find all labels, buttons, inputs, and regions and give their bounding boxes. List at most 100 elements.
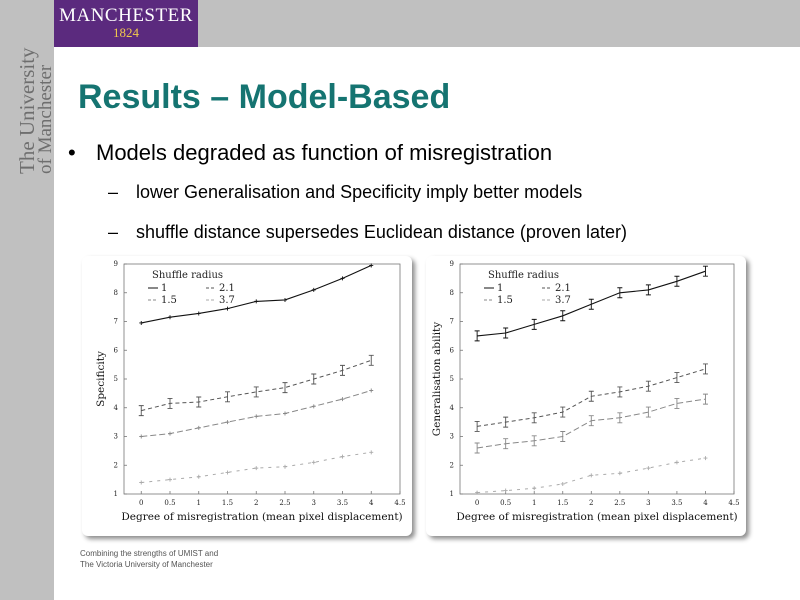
- data-point: [646, 466, 651, 471]
- x-tick-label: 0: [139, 499, 143, 507]
- x-tick-label: 0.5: [500, 499, 511, 507]
- legend-title: Shuffle radius: [152, 270, 223, 281]
- error-bar: [138, 405, 144, 417]
- x-tick-label: 3: [646, 499, 650, 507]
- data-point: [503, 488, 508, 493]
- legend-entry: 3.7: [219, 295, 235, 306]
- university-wordmark: The University of Manchester: [15, 44, 56, 174]
- y-tick-label: 7: [114, 318, 118, 326]
- x-tick-label: 3: [312, 499, 316, 507]
- error-bar: [253, 386, 259, 398]
- data-point: [311, 404, 316, 409]
- legend-title: Shuffle radius: [488, 270, 559, 281]
- legend-entry: 1: [161, 283, 167, 294]
- data-point: [560, 481, 565, 486]
- data-point: [254, 414, 259, 419]
- specificity-chart: 0 0.5 1 1.5 2 2.5 3 3.5 4 4.5 1 2 3 4 5 6 7 8 9 Shuffle rad…: [82, 256, 412, 536]
- error-bar: [617, 412, 623, 424]
- sub-bullet-text: shuffle distance supersedes Euclidean di…: [136, 222, 627, 242]
- series-line: [141, 451, 372, 483]
- data-point: [139, 434, 144, 439]
- error-bar: [196, 396, 202, 408]
- error-bar: [560, 310, 566, 322]
- x-tick-label: 2.5: [279, 499, 290, 507]
- legend-entry: 3.7: [555, 295, 571, 306]
- data-point: [283, 464, 287, 469]
- error-bar: [503, 416, 509, 428]
- data-point: [340, 276, 345, 281]
- error-bar: [702, 393, 708, 405]
- series-line: [141, 359, 372, 412]
- legend-entry: 1: [497, 283, 503, 294]
- footer-line1: Combining the strengths of UMIST and: [80, 549, 219, 558]
- x-tick-label: 4: [369, 499, 374, 507]
- data-point: [196, 474, 201, 479]
- data-point: [283, 297, 287, 302]
- series-line: [477, 457, 706, 494]
- footer: Combining the strengths of UMIST and The…: [80, 548, 218, 570]
- data-point: [311, 287, 316, 292]
- data-point: [369, 450, 374, 455]
- error-bar: [588, 415, 594, 427]
- error-bar: [474, 442, 480, 454]
- x-tick-label: 1.5: [557, 499, 568, 507]
- data-point: [617, 471, 622, 476]
- error-bar: [674, 397, 680, 409]
- error-bar: [645, 406, 651, 418]
- x-tick-label: 1: [532, 499, 536, 507]
- x-tick-label: 3.5: [337, 499, 348, 507]
- y-tick-label: 3: [450, 433, 454, 441]
- data-point: [283, 411, 287, 416]
- legend-entry: 2.1: [555, 283, 571, 294]
- data-point: [674, 460, 679, 465]
- series-line: [141, 390, 372, 437]
- y-tick-label: 6: [450, 346, 455, 354]
- y-tick-label: 1: [114, 490, 118, 498]
- sidebar: The University of Manchester: [0, 0, 56, 600]
- x-tick-label: 1: [197, 499, 201, 507]
- x-tick-label: 4.5: [394, 499, 405, 507]
- bullet-text: Models degraded as function of misregist…: [96, 140, 553, 165]
- x-tick-label: 1.5: [222, 499, 233, 507]
- error-bar: [702, 363, 708, 375]
- error-bar: [368, 354, 374, 366]
- error-bar: [531, 435, 537, 447]
- x-tick-label: 2: [254, 499, 258, 507]
- error-bar: [588, 390, 594, 402]
- bullet-item: • Models degraded as function of misregis…: [68, 140, 552, 166]
- data-point: [532, 486, 537, 491]
- y-tick-label: 5: [450, 375, 454, 383]
- x-axis-label: Degree of misregistration (mean pixel di…: [121, 511, 402, 523]
- y-tick-label: 4: [450, 404, 455, 412]
- error-bar: [588, 298, 594, 310]
- logo-year: 1824: [113, 25, 139, 40]
- error-bar: [531, 318, 537, 330]
- bullet-marker: •: [68, 140, 76, 165]
- data-point: [196, 425, 201, 430]
- x-tick-label: 4: [703, 499, 708, 507]
- sub-bullet-item: – lower Generalisation and Specificity im…: [108, 182, 582, 203]
- error-bar: [282, 382, 288, 394]
- error-bar: [503, 438, 509, 450]
- error-bar: [311, 373, 317, 385]
- y-tick-label: 8: [450, 289, 454, 297]
- error-bar: [560, 406, 566, 418]
- legend-entry: 1.5: [161, 295, 177, 306]
- y-tick-label: 7: [450, 318, 454, 326]
- y-tick-label: 9: [114, 260, 118, 268]
- x-tick-label: 3.5: [671, 499, 682, 507]
- data-point: [225, 470, 230, 475]
- wordmark-line2: of Manchester: [35, 64, 56, 174]
- error-bar: [617, 386, 623, 398]
- sub-bullet-item: – shuffle distance supersedes Euclidean d…: [108, 222, 627, 243]
- error-bar: [503, 327, 509, 339]
- error-bar: [674, 275, 680, 287]
- x-tick-label: 4.5: [728, 499, 739, 507]
- data-point: [311, 460, 316, 465]
- data-point: [254, 466, 259, 471]
- data-point: [225, 420, 230, 425]
- y-tick-label: 2: [450, 461, 454, 469]
- data-point: [168, 431, 172, 436]
- data-point: [589, 473, 594, 478]
